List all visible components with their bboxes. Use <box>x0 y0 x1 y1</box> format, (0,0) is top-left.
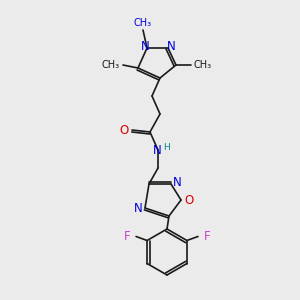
Text: N: N <box>167 40 176 53</box>
Text: CH₃: CH₃ <box>134 18 152 28</box>
Text: N: N <box>141 40 149 53</box>
Text: CH₃: CH₃ <box>102 60 120 70</box>
Text: N: N <box>172 176 182 188</box>
Text: O: O <box>184 194 194 206</box>
Text: O: O <box>119 124 129 136</box>
Text: N: N <box>153 143 161 157</box>
Text: CH₃: CH₃ <box>194 60 212 70</box>
Text: F: F <box>204 230 210 243</box>
Text: H: H <box>164 143 170 152</box>
Text: F: F <box>124 230 130 243</box>
Text: N: N <box>134 202 142 214</box>
